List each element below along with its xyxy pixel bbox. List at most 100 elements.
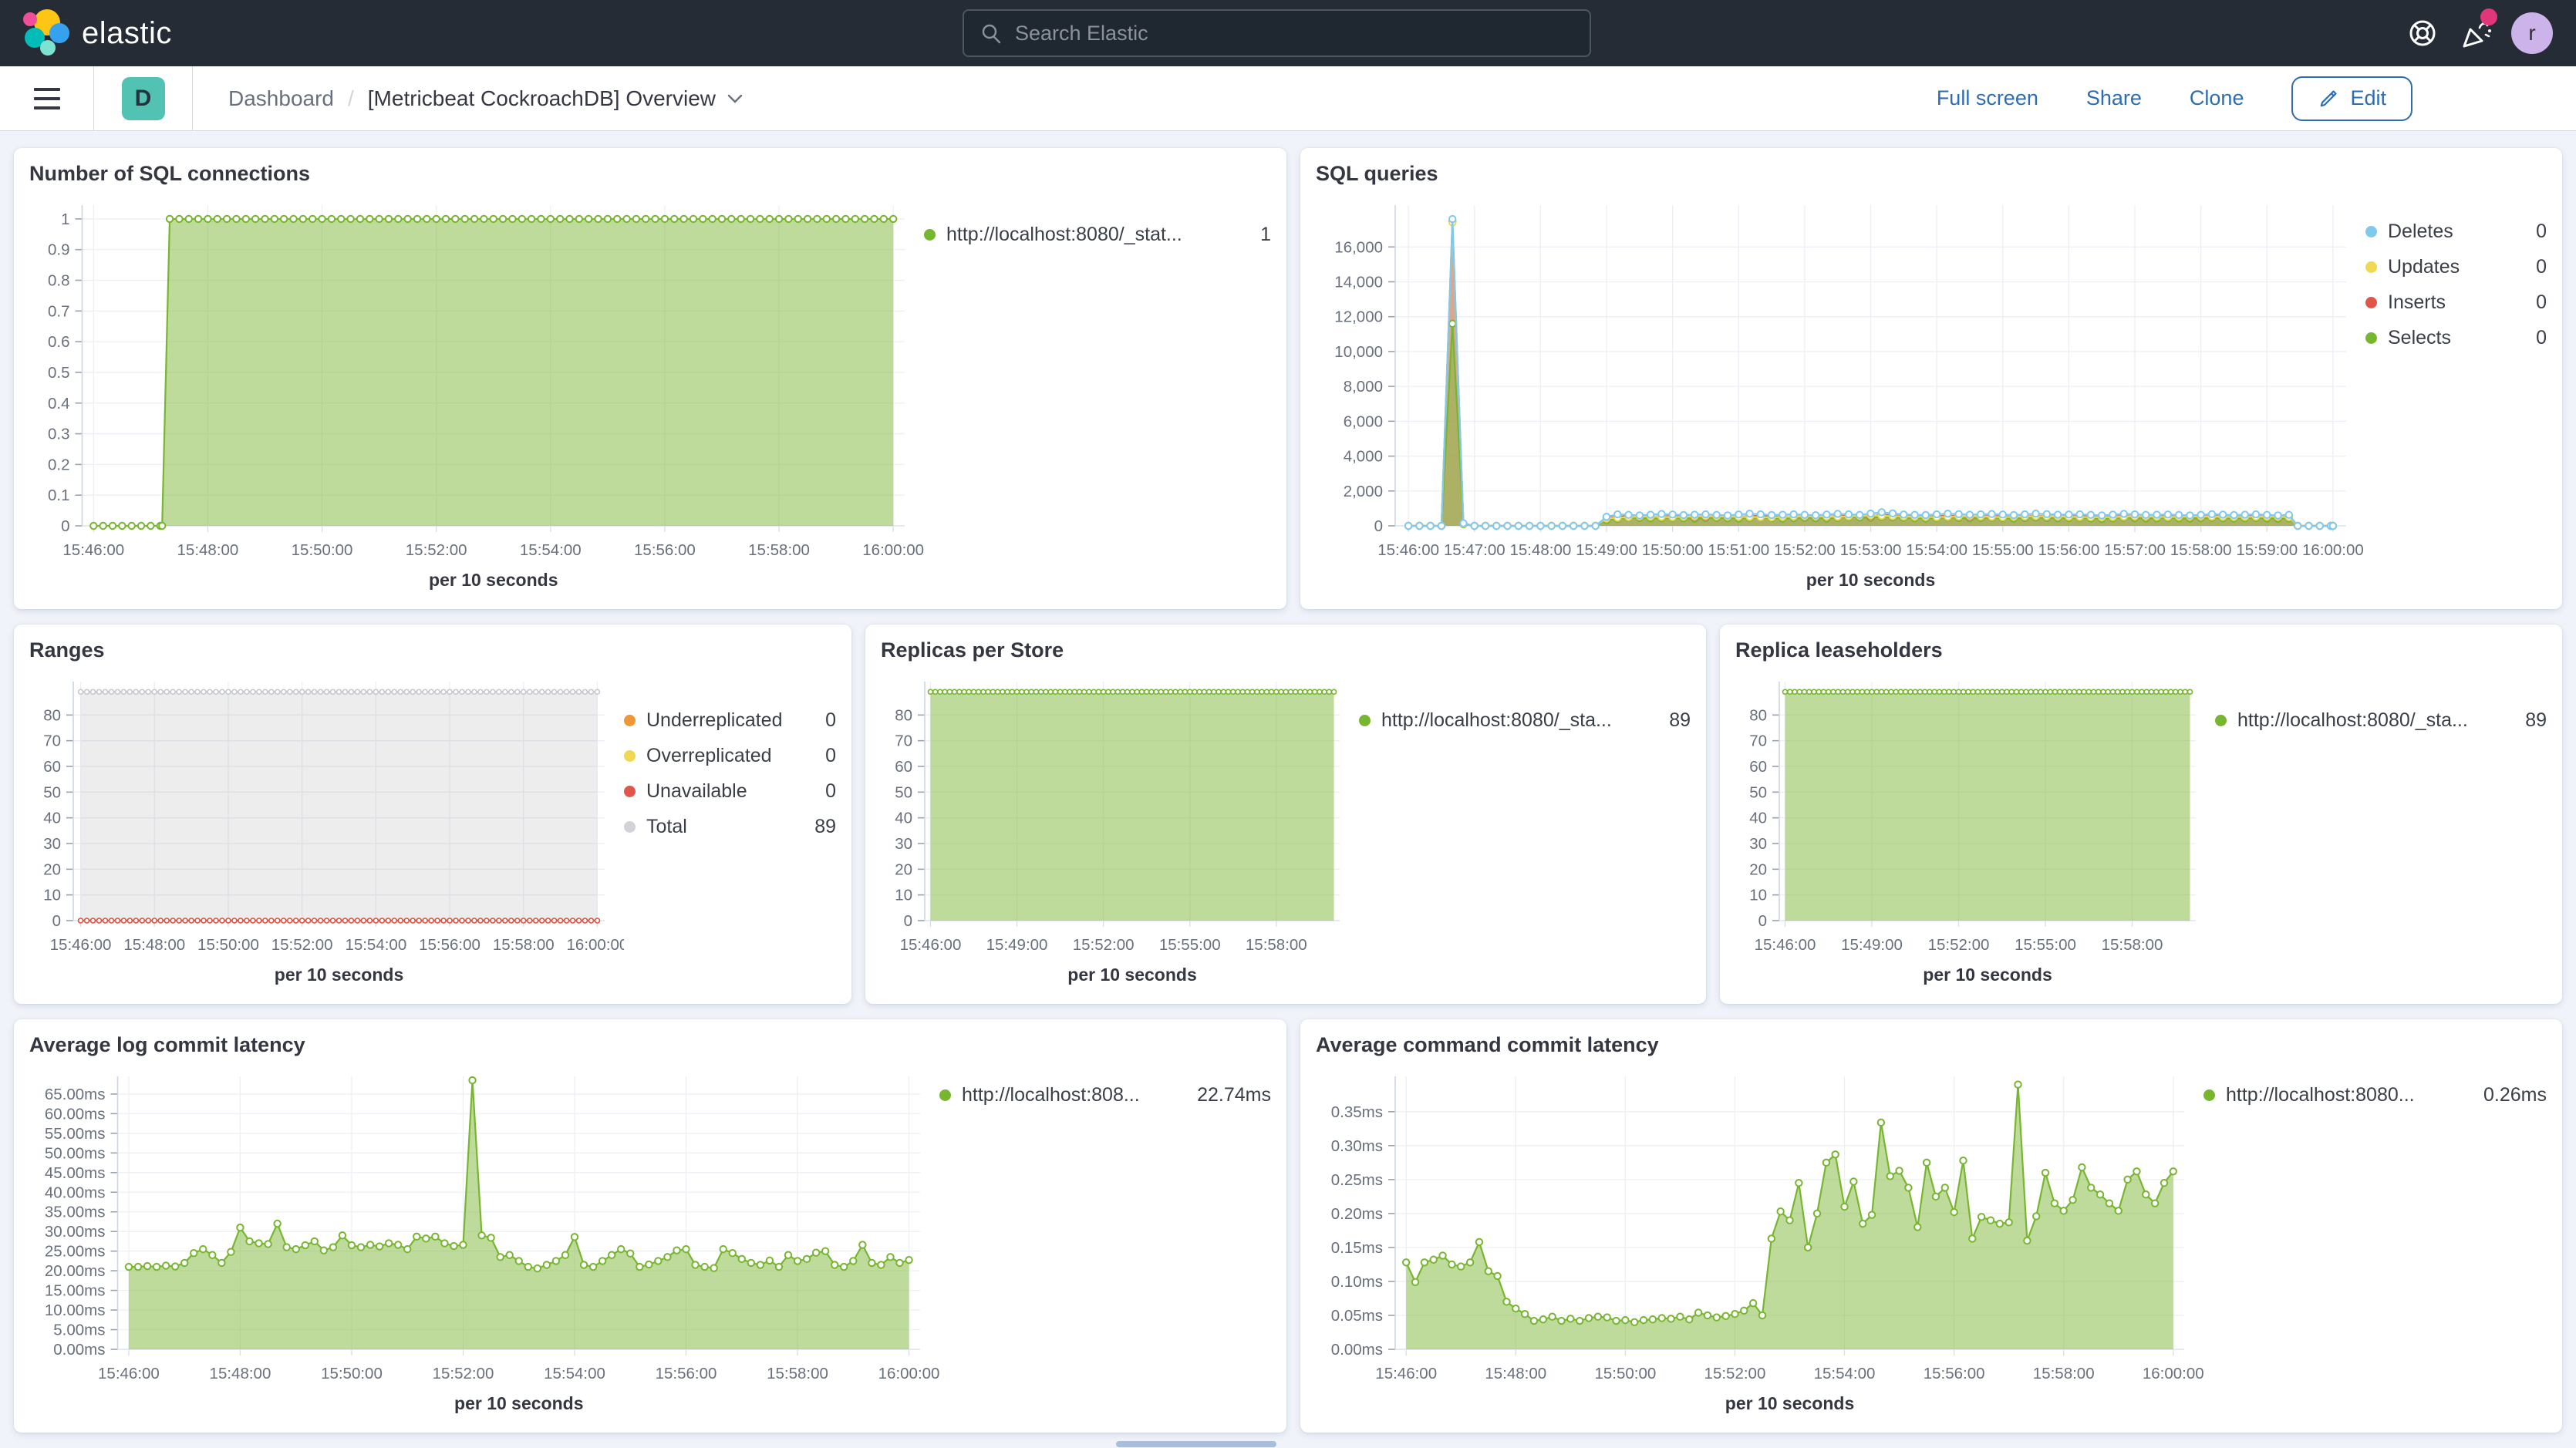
svg-text:15:46:00: 15:46:00 — [62, 541, 124, 559]
svg-text:80: 80 — [895, 706, 912, 724]
legend-item[interactable]: Deletes 0 — [2365, 221, 2547, 243]
legend-item[interactable]: http://localhost:8080/_stat... 1 — [924, 224, 1271, 246]
command-commit-latency-chart[interactable]: 0.00ms 0.05ms 0.10ms 0.15ms 0.20ms 0.25ms 0.30… — [1316, 1064, 2203, 1420]
global-search-input[interactable]: Search Elastic — [963, 9, 1591, 57]
panel-title: Average log commit latency — [29, 1033, 305, 1056]
avatar-initial: r — [2528, 21, 2536, 45]
svg-text:15:55:00: 15:55:00 — [2015, 936, 2076, 954]
panel-log-commit-latency[interactable]: Average log commit latency 0.00ms 5.00ms 1… — [14, 1019, 1286, 1433]
replica-leaseholders-chart[interactable]: 0 10 20 30 40 50 60 70 80 15:46:00 15:49:00 15:52:0… — [1735, 669, 2215, 992]
svg-text:15:46:00: 15:46:00 — [98, 1365, 160, 1382]
search-icon — [982, 24, 1001, 44]
series-dot-icon — [1359, 715, 1371, 726]
elastic-brand[interactable]: elastic — [23, 9, 172, 57]
svg-text:60: 60 — [1749, 758, 1767, 776]
clone-button[interactable]: Clone — [2189, 86, 2244, 109]
edit-button[interactable]: Edit — [2291, 76, 2412, 121]
legend-item[interactable]: Selects 0 — [2365, 327, 2547, 349]
panel-title: Replicas per Store — [881, 638, 1064, 662]
svg-text:15:49:00: 15:49:00 — [1576, 541, 1637, 559]
svg-text:0.15ms: 0.15ms — [1331, 1239, 1383, 1257]
legend-item[interactable]: http://localhost:8080... 0.26ms — [2203, 1084, 2547, 1106]
legend-item[interactable]: Unavailable 0 — [624, 780, 836, 803]
svg-text:30: 30 — [1749, 835, 1767, 853]
svg-text:0.2: 0.2 — [48, 456, 70, 473]
panel-replicas-per-store[interactable]: Replicas per Store 0 10 20 30 40 50 60 70 80 15:4… — [865, 625, 1706, 1004]
svg-text:0.25ms: 0.25ms — [1331, 1171, 1383, 1189]
user-avatar[interactable]: r — [2511, 12, 2553, 54]
panel-replica-leaseholders[interactable]: Replica leaseholders 0 10 20 30 40 50 60 70 80 15… — [1720, 625, 2562, 1004]
breadcrumb-current-title[interactable]: [Metricbeat CockroachDB] Overview — [368, 86, 743, 111]
svg-text:15:54:00: 15:54:00 — [544, 1365, 605, 1382]
svg-text:0.9: 0.9 — [48, 241, 70, 259]
svg-text:50: 50 — [895, 783, 912, 801]
legend-item[interactable]: http://localhost:808... 22.74ms — [939, 1084, 1271, 1106]
legend-item[interactable]: Total 89 — [624, 816, 836, 838]
svg-text:70: 70 — [895, 732, 912, 750]
legend-item[interactable]: http://localhost:8080/_sta... 89 — [1359, 709, 1691, 732]
main-menu-button[interactable] — [0, 66, 94, 131]
panel-command-commit-latency[interactable]: Average command commit latency 0.00ms 0.0… — [1300, 1019, 2562, 1433]
svg-text:14,000: 14,000 — [1334, 273, 1383, 291]
svg-text:15:58:00: 15:58:00 — [2102, 936, 2163, 954]
svg-text:15:47:00: 15:47:00 — [1444, 541, 1505, 559]
newsfeed-button[interactable] — [2450, 0, 2504, 66]
svg-text:15:48:00: 15:48:00 — [177, 541, 239, 559]
svg-text:0.20ms: 0.20ms — [1331, 1205, 1383, 1223]
legend-item[interactable]: http://localhost:8080/_sta... 89 — [2215, 709, 2547, 732]
legend-item[interactable]: Updates 0 — [2365, 256, 2547, 278]
svg-text:0.7: 0.7 — [48, 302, 70, 320]
sql-connections-chart[interactable]: 0 0.1 0.2 0.3 0.4 0.5 0.6 0.7 0.8 0.9 1 15:46:00 15:… — [29, 193, 924, 597]
legend-label: Overreplicated — [646, 745, 772, 766]
svg-text:per 10 seconds: per 10 seconds — [454, 1393, 583, 1413]
svg-text:15:50:00: 15:50:00 — [292, 541, 353, 559]
svg-text:30: 30 — [895, 835, 912, 853]
svg-text:10: 10 — [1749, 887, 1767, 904]
full-screen-button[interactable]: Full screen — [1936, 86, 2038, 109]
legend-value: 89 — [2525, 709, 2547, 731]
svg-text:2,000: 2,000 — [1344, 483, 1383, 500]
legend-label: http://localhost:8080... — [2226, 1084, 2415, 1106]
help-button[interactable] — [2396, 0, 2450, 66]
svg-text:15:58:00: 15:58:00 — [1246, 936, 1307, 954]
svg-text:15:56:00: 15:56:00 — [419, 936, 480, 954]
svg-text:per 10 seconds: per 10 seconds — [429, 570, 558, 590]
series-dot-icon — [939, 1089, 951, 1101]
sql-queries-chart[interactable]: 0 2,000 4,000 6,000 8,000 10,000 12,000 14,000 1… — [1316, 193, 2365, 597]
legend-item[interactable]: Inserts 0 — [2365, 291, 2547, 314]
horizontal-scrollbar-thumb[interactable] — [1116, 1441, 1276, 1447]
log-commit-latency-chart[interactable]: 0.00ms 5.00ms 10.00ms 15.00ms 20.00ms 25.00ms… — [29, 1064, 939, 1420]
svg-text:15.00ms: 15.00ms — [45, 1282, 106, 1300]
ranges-chart[interactable]: 0 10 20 30 40 50 60 70 80 15:46:00 15:48:00 15:50:0… — [29, 669, 624, 992]
svg-text:15:58:00: 15:58:00 — [748, 541, 810, 559]
svg-text:16:00:00: 16:00:00 — [2143, 1365, 2203, 1382]
panel-title: Ranges — [29, 638, 105, 662]
svg-text:15:52:00: 15:52:00 — [1928, 936, 1990, 954]
breadcrumb-separator: / — [347, 86, 354, 110]
svg-text:16:00:00: 16:00:00 — [2302, 541, 2364, 559]
chart-legend: http://localhost:8080/_sta... 89 — [1359, 669, 1691, 992]
series-dot-icon — [624, 786, 636, 797]
breadcrumb-dashboard-link[interactable]: Dashboard — [228, 86, 334, 110]
panel-ranges[interactable]: Ranges 0 10 20 30 40 50 60 70 80 15:46:00 15:48:00… — [14, 625, 851, 1004]
space-switcher-button[interactable]: D — [94, 66, 193, 131]
legend-item[interactable]: Overreplicated 0 — [624, 745, 836, 767]
panel-title: Average command commit latency — [1316, 1033, 1659, 1056]
svg-text:80: 80 — [43, 706, 61, 724]
series-dot-icon — [2365, 261, 2377, 273]
panel-sql-queries[interactable]: SQL queries 0 2,000 4,000 6,000 8,000 10,000 1… — [1300, 148, 2562, 609]
svg-text:15:52:00: 15:52:00 — [406, 541, 467, 559]
svg-text:0: 0 — [904, 912, 912, 930]
breadcrumb: Dashboard / [Metricbeat CockroachDB] Ove… — [228, 86, 743, 111]
svg-text:50: 50 — [1749, 783, 1767, 801]
share-button[interactable]: Share — [2085, 86, 2142, 109]
panel-sql-connections[interactable]: Number of SQL connections 0 0.1 0.2 0.3 0.4 0… — [14, 148, 1286, 609]
legend-item[interactable]: Underreplicated 0 — [624, 709, 836, 732]
chart-legend: Underreplicated 0 Overreplicated 0 Unava… — [624, 669, 836, 992]
svg-text:15:56:00: 15:56:00 — [2038, 541, 2099, 559]
svg-text:60.00ms: 60.00ms — [45, 1105, 106, 1123]
svg-text:15:50:00: 15:50:00 — [197, 936, 259, 954]
svg-text:20.00ms: 20.00ms — [45, 1262, 106, 1280]
svg-text:0.5: 0.5 — [48, 364, 70, 382]
replicas-per-store-chart[interactable]: 0 10 20 30 40 50 60 70 80 15:46:00 15:49:00 15:52:0… — [881, 669, 1359, 992]
